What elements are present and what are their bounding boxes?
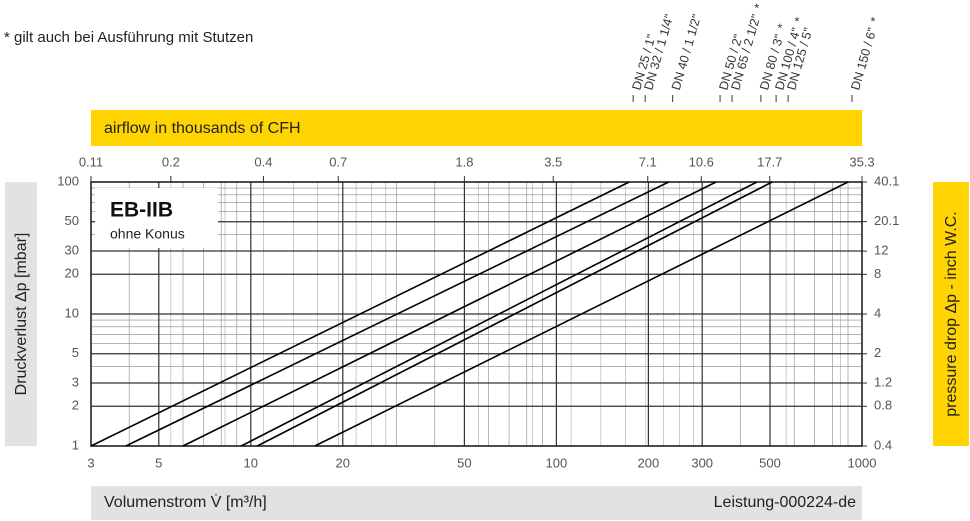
top-band [91,110,862,146]
document-id: Leistung-000224-de [714,494,856,511]
series-line [182,181,717,447]
series-line [240,181,758,447]
top-band-label: airflow in thousands of CFH [104,120,301,137]
x-tick-label: 10 [244,455,258,470]
plot-frame [90,181,863,447]
x2-tick-label: 35.3 [849,154,874,169]
x2-tick-label: 0.11 [79,154,103,169]
y-axis-label: Druckverlust Δp [mbar] [13,233,30,396]
series-line [90,181,630,447]
y-tick-label: 1 [72,437,79,452]
series-line [314,181,849,447]
bottom-band [91,486,862,520]
y-tick-label: 20 [65,266,79,281]
note-marker: * [775,22,790,31]
dn-label-text: DN 40 / 1 1/2" [669,13,704,92]
x-tick-label: 20 [336,455,350,470]
series-line [125,181,670,447]
dn-label: DN 40 / 1 1/2" [669,13,704,92]
x2-tick-label: 7.1 [639,154,657,169]
x-tick-label: 5 [155,455,162,470]
right-band [933,182,969,446]
y-tick-label: 30 [65,242,79,257]
y-tick-label: 5 [72,345,79,360]
x2-tick-label: 17.7 [757,154,782,169]
left-band [5,182,37,446]
chart-subtitle: ohne Konus [110,226,185,242]
x-tick-label: 50 [457,455,471,470]
y-tick-label: 2 [72,398,79,413]
y2-axis-label: pressure drop Δp - inch W.C. [943,211,960,416]
y2-tick-label: 20.1 [874,213,899,228]
y-tick-label: 3 [72,374,79,389]
title-box [95,188,218,248]
dn-label-text: DN 150 / 6" [849,26,880,92]
y2-tick-label: 12 [874,243,888,258]
y2-tick-label: 8 [874,266,881,281]
x2-tick-label: 1.8 [455,154,473,169]
note-marker: * [868,16,883,25]
note-marker: * [752,2,767,11]
x-tick-label: 300 [691,455,713,470]
chart-title: EB-IIB [110,199,173,222]
x2-tick-label: 0.2 [162,154,180,169]
x2-tick-label: 0.7 [329,154,347,169]
x-tick-label: 100 [546,455,568,470]
x-tick-label: 500 [759,455,781,470]
y-tick-label: 10 [65,305,79,320]
y2-tick-label: 4 [874,306,881,321]
series-line [256,181,773,447]
x-tick-label: 200 [638,455,660,470]
x-axis-label: Volumenstrom V̇ [m³/h] [104,493,267,511]
y2-tick-label: 2 [874,345,881,360]
y2-tick-label: 0.8 [874,398,892,413]
y-tick-label: 50 [65,213,79,228]
x2-tick-label: 0.4 [254,154,272,169]
note-marker: * [792,16,807,25]
x2-tick-label: 3.5 [544,154,562,169]
y2-tick-label: 1.2 [874,374,892,389]
x2-tick-label: 10.6 [689,154,714,169]
x-tick-label: 3 [87,455,94,470]
footnote: * gilt auch bei Ausführung mit Stutzen [4,29,253,46]
x-tick-label: 1000 [848,455,877,470]
y-tick-label: 100 [57,173,79,188]
y2-tick-label: 40.1 [874,173,899,188]
y2-tick-label: 0.4 [874,437,892,452]
dn-label: DN 150 / 6"* [849,16,883,92]
